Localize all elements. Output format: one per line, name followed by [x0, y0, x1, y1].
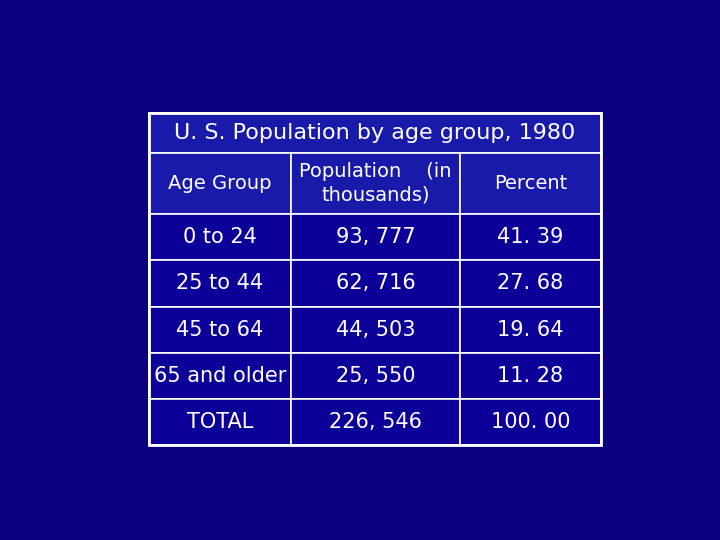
- Bar: [148, 113, 600, 446]
- Text: 11. 28: 11. 28: [498, 366, 564, 386]
- Text: 93, 777: 93, 777: [336, 227, 415, 247]
- Bar: [461, 353, 600, 399]
- Text: 62, 716: 62, 716: [336, 273, 415, 293]
- Text: Percent: Percent: [494, 174, 567, 193]
- Text: 0 to 24: 0 to 24: [183, 227, 257, 247]
- Text: 25, 550: 25, 550: [336, 366, 415, 386]
- Text: 19. 64: 19. 64: [498, 320, 564, 340]
- Bar: [461, 260, 600, 307]
- Text: 27. 68: 27. 68: [498, 273, 564, 293]
- Bar: [148, 260, 291, 307]
- Bar: [461, 399, 600, 446]
- Bar: [291, 260, 461, 307]
- Text: Age Group: Age Group: [168, 174, 271, 193]
- Bar: [148, 214, 291, 260]
- Text: 65 and older: 65 and older: [153, 366, 286, 386]
- Bar: [148, 307, 291, 353]
- Text: U. S. Population by age group, 1980: U. S. Population by age group, 1980: [174, 123, 575, 143]
- Text: TOTAL: TOTAL: [186, 412, 253, 432]
- Text: 44, 503: 44, 503: [336, 320, 415, 340]
- Bar: [291, 214, 461, 260]
- Bar: [461, 214, 600, 260]
- Text: 41. 39: 41. 39: [498, 227, 564, 247]
- Bar: [148, 152, 291, 214]
- Bar: [148, 399, 291, 446]
- Text: 25 to 44: 25 to 44: [176, 273, 264, 293]
- Text: 226, 546: 226, 546: [329, 412, 422, 432]
- Bar: [291, 353, 461, 399]
- Bar: [461, 307, 600, 353]
- Text: 45 to 64: 45 to 64: [176, 320, 264, 340]
- Text: 100. 00: 100. 00: [491, 412, 570, 432]
- Bar: [148, 113, 600, 152]
- Bar: [291, 399, 461, 446]
- Bar: [461, 152, 600, 214]
- Bar: [291, 152, 461, 214]
- Bar: [291, 307, 461, 353]
- Bar: [148, 353, 291, 399]
- Text: Population    (in
thousands): Population (in thousands): [300, 162, 452, 205]
